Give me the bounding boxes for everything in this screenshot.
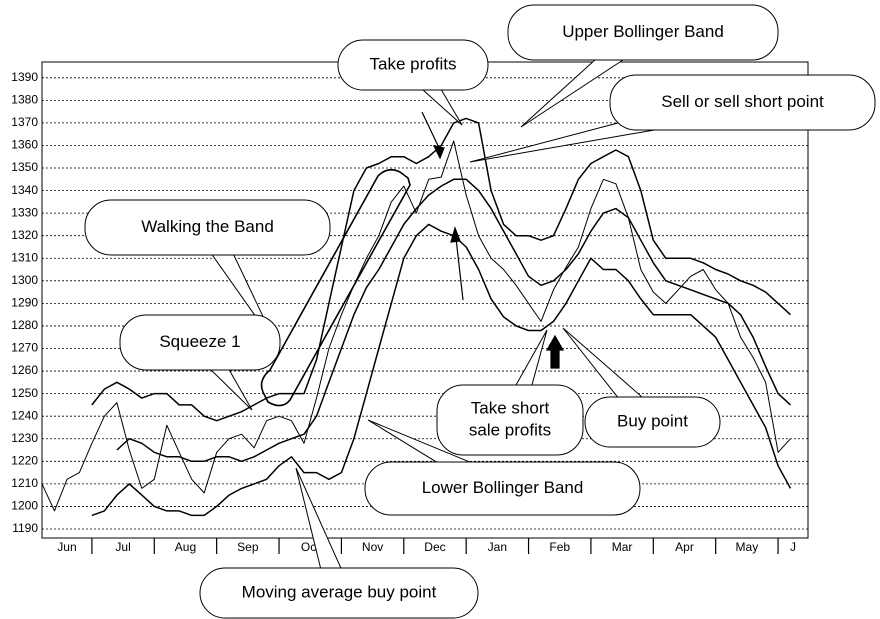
callout-box — [364, 461, 641, 516]
y-tick-label: 1200 — [11, 499, 38, 513]
series-line — [91, 117, 792, 422]
plot — [41, 117, 792, 517]
arrow — [421, 111, 441, 151]
annotation-text: Sell or sell short point — [661, 92, 824, 111]
callout-box — [84, 199, 331, 256]
x-tick-label: Jun — [57, 540, 76, 554]
x-tick-label: Apr — [675, 540, 694, 554]
y-tick-label: 1300 — [11, 273, 38, 287]
y-tick-label: 1360 — [11, 138, 38, 152]
x-tick-label: Mar — [612, 540, 633, 554]
y-tick-label: 1380 — [11, 93, 38, 107]
annotations: Upper Bollinger Band Take profits Sell or … — [84, 4, 876, 619]
y-tick-label: 1270 — [11, 341, 38, 355]
x-tick-label: Aug — [175, 540, 196, 554]
series-line — [91, 223, 792, 517]
callout-box — [337, 39, 489, 91]
y-tick-label: 1280 — [11, 318, 38, 332]
callout-box — [436, 384, 584, 456]
annotation-text: sale profits — [469, 420, 551, 439]
x-tick-label: Feb — [549, 540, 570, 554]
callout-box — [609, 74, 876, 131]
y-tick-label: 1240 — [11, 408, 38, 422]
y-tick-label: 1210 — [11, 476, 38, 490]
grid: 1190 1200 1210 1220 1230 1240 1250 1260 1270 1280… — [11, 70, 808, 554]
annotation-text: Take short — [471, 398, 550, 417]
callout-box — [584, 396, 721, 448]
annotation-text: Buy point — [617, 411, 688, 430]
arrow-head — [450, 226, 461, 243]
callout-box — [199, 567, 479, 619]
y-tick-label: 1340 — [11, 183, 38, 197]
y-tick-label: 1250 — [11, 386, 38, 400]
y-tick-label: 1260 — [11, 363, 38, 377]
x-tick-label: Jul — [115, 540, 130, 554]
y-tick-label: 1220 — [11, 453, 38, 467]
annotation-text: Lower Bollinger Band — [422, 478, 584, 497]
x-tick-label: Jan — [488, 540, 507, 554]
x-tick-label: Sep — [237, 540, 259, 554]
y-tick-label: 1350 — [11, 160, 38, 174]
annotation-text: Squeeze 1 — [159, 332, 240, 351]
annotation-text: Upper Bollinger Band — [562, 22, 724, 41]
x-tick-label: J — [790, 540, 796, 554]
y-tick-label: 1390 — [11, 70, 38, 84]
annotation-text: Walking the Band — [141, 217, 274, 236]
series-line — [116, 178, 792, 463]
y-tick-label: 1190 — [12, 521, 38, 535]
y-tick-label: 1230 — [11, 431, 38, 445]
y-tick-label: 1290 — [11, 296, 38, 310]
y-tick-label: 1320 — [11, 228, 38, 242]
y-tick-label: 1370 — [11, 115, 38, 129]
y-tick-label: 1310 — [11, 250, 38, 264]
y-tick-label: 1330 — [11, 205, 38, 219]
annotation-text: Moving average buy point — [242, 582, 437, 601]
annotation-text: Take profits — [370, 54, 457, 73]
x-tick-label: Nov — [362, 540, 383, 554]
buy-arrow — [545, 334, 565, 369]
series-line — [41, 140, 791, 512]
walking-band-outline — [260, 168, 411, 407]
x-tick-label: Dec — [424, 540, 445, 554]
x-tick-label: May — [736, 540, 759, 554]
callout-box — [119, 314, 281, 371]
arrow-head — [432, 145, 445, 160]
callout-box — [507, 4, 779, 61]
arrow — [455, 237, 464, 301]
decorations — [260, 111, 565, 407]
